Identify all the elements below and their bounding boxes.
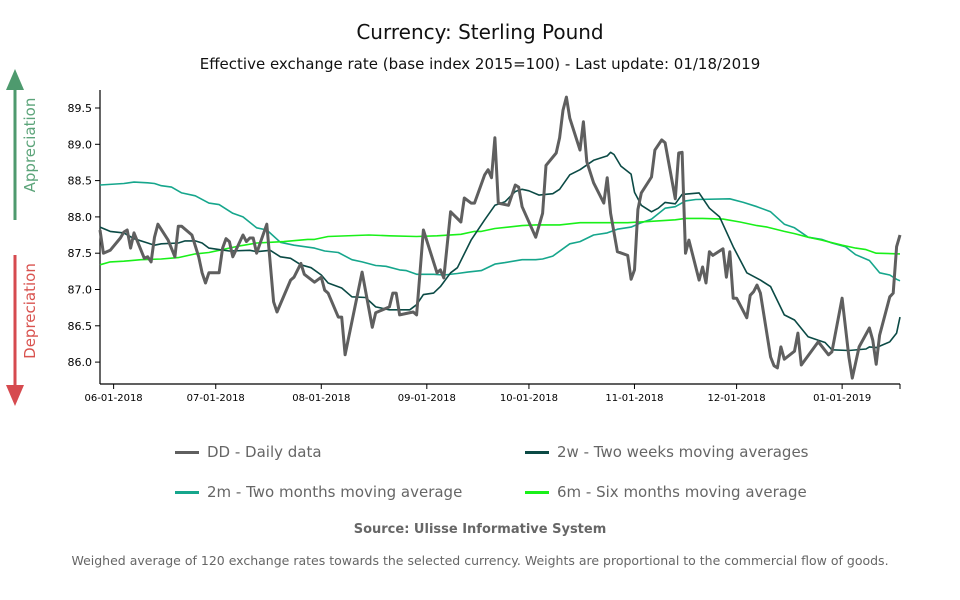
legend-label: 6m - Six months moving average <box>557 483 807 501</box>
appreciation-arrow-icon <box>6 69 24 220</box>
legend-swatch <box>525 450 549 454</box>
y-tick-label: 89.0 <box>68 138 93 151</box>
direction-arrows <box>6 69 24 406</box>
y-tick-label: 88.0 <box>68 211 93 224</box>
y-tick-label: 88.5 <box>68 175 93 188</box>
depreciation-arrow-icon <box>6 255 24 406</box>
footnote: Weighed average of 120 exchange rates to… <box>71 553 889 568</box>
line-chart: 86.0 86.5 87.0 87.5 88.0 88.5 89.0 89.5 06-01-20… <box>68 90 902 404</box>
legend-swatch <box>525 490 549 494</box>
y-tick-label: 86.0 <box>68 356 93 369</box>
y-tick-label: 87.0 <box>68 284 93 297</box>
series-line-dd <box>98 95 902 380</box>
source-text: Source: Ulisse Informative System <box>353 522 607 537</box>
legend-item-6m[interactable]: 6m - Six months moving average <box>525 483 807 501</box>
series-line-2m <box>99 181 901 282</box>
y-tick-label: 89.5 <box>68 102 93 115</box>
legend-item-dd[interactable]: DD - Daily data <box>175 443 322 461</box>
chart-title: Currency: Sterling Pound <box>356 20 604 44</box>
x-tick-label: 12-01-2018 <box>708 393 766 404</box>
legend-label: DD - Daily data <box>207 443 322 461</box>
x-tick-label: 10-01-2018 <box>500 393 558 404</box>
legend-label: 2w - Two weeks moving averages <box>557 443 809 461</box>
x-tick-label: 07-01-2018 <box>187 393 245 404</box>
legend-item-2w[interactable]: 2w - Two weeks moving averages <box>525 443 809 461</box>
legend-swatch <box>175 490 199 494</box>
x-tick-label: 11-01-2018 <box>605 393 663 404</box>
chart-subtitle: Effective exchange rate (base index 2015… <box>199 55 761 73</box>
y-tick-label: 87.5 <box>68 247 93 260</box>
y-tick-label: 86.5 <box>68 320 93 333</box>
legend-swatch <box>175 450 199 454</box>
x-tick-label: 06-01-2018 <box>85 393 143 404</box>
legend-item-2m[interactable]: 2m - Two months moving average <box>175 483 462 501</box>
x-tick-label: 09-01-2018 <box>398 393 456 404</box>
series-line-2w <box>99 151 901 352</box>
x-tick-label: 08-01-2018 <box>292 393 350 404</box>
legend-label: 2m - Two months moving average <box>207 483 463 501</box>
x-tick-label: 01-01-2019 <box>813 393 871 404</box>
series-line-6m <box>99 217 901 266</box>
